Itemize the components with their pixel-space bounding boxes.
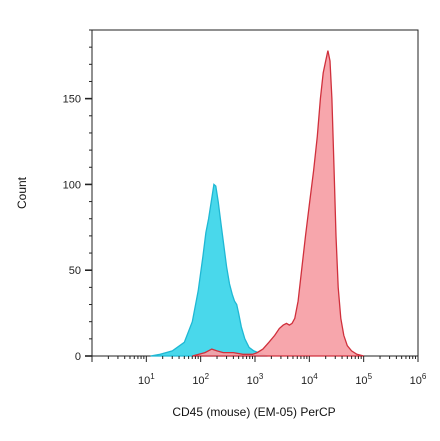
y-tick-label: 150 <box>63 94 81 106</box>
x-tick-label: 101 <box>138 372 155 387</box>
y-tick-label: 0 <box>75 351 81 363</box>
histogram-series-2 <box>192 50 364 357</box>
y-axis: 0 50 100 150 <box>63 29 92 363</box>
y-tick-label: 100 <box>63 179 81 191</box>
plot-area-frame <box>91 29 419 357</box>
x-tick-label: 106 <box>410 372 427 387</box>
x-tick-label: 103 <box>247 372 264 387</box>
x-tick-label: 104 <box>301 372 318 387</box>
y-axis-title: Count <box>15 176 29 209</box>
x-tick-label: 105 <box>355 372 372 387</box>
histogram-series-1 <box>150 183 268 357</box>
series-layer <box>150 50 364 357</box>
x-tick-label: 102 <box>192 372 209 387</box>
x-axis: 101 102 103 104 105 106 <box>91 356 427 387</box>
x-axis-title: CD45 (mouse) (EM-05) PerCP <box>172 405 335 419</box>
y-tick-label: 50 <box>69 265 81 277</box>
